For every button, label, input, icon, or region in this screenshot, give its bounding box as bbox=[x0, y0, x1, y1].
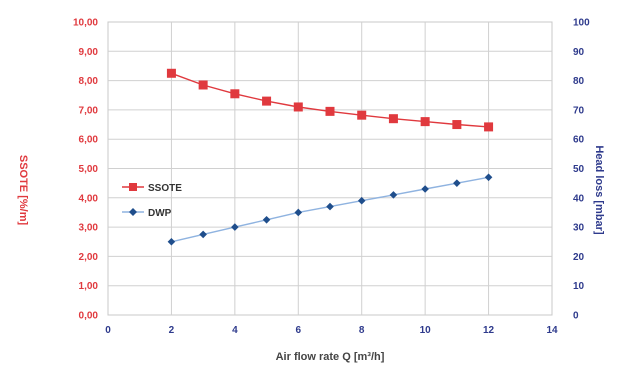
y-right-tick-label: 0 bbox=[573, 311, 579, 322]
y-left-tick-label: 7,00 bbox=[79, 105, 99, 116]
ssote-point bbox=[452, 120, 462, 130]
dwp-point bbox=[167, 237, 176, 246]
legend-dwp-label: DWP bbox=[148, 208, 172, 219]
dwp-point bbox=[421, 185, 429, 193]
y-right-tick-label: 40 bbox=[573, 193, 585, 204]
x-tick-label: 0 bbox=[105, 325, 111, 336]
y-left-tick-label: 8,00 bbox=[79, 76, 99, 87]
y-left-tick-label: 4,00 bbox=[79, 193, 99, 204]
ssote-point bbox=[325, 106, 335, 116]
y-left-axis-title: SSOTE [%/m] bbox=[17, 155, 29, 226]
y-left-tick-label: 0,00 bbox=[79, 311, 99, 322]
y-right-tick-label: 80 bbox=[573, 76, 585, 87]
ssote-point bbox=[166, 68, 176, 78]
y-right-axis-title: Head loss [mbar] bbox=[593, 145, 605, 235]
x-tick-label: 2 bbox=[169, 325, 175, 336]
y-right-tick-label: 90 bbox=[573, 47, 585, 58]
legend-dwp-marker bbox=[129, 208, 137, 216]
y-right-tick-label: 70 bbox=[573, 105, 585, 116]
x-tick-label: 6 bbox=[296, 325, 302, 336]
dwp-point bbox=[453, 179, 461, 187]
dwp-point bbox=[326, 202, 334, 211]
y-left-tick-label: 5,00 bbox=[79, 164, 99, 175]
x-axis-title: Air flow rate Q [m³/h] bbox=[276, 351, 385, 363]
y-left-tick-label: 2,00 bbox=[79, 252, 99, 263]
ssote-point bbox=[484, 122, 494, 132]
ssote-point bbox=[420, 117, 430, 127]
y-left-tick-label: 10,00 bbox=[73, 18, 98, 29]
ssote-point bbox=[198, 80, 208, 90]
x-tick-label: 14 bbox=[546, 325, 558, 336]
y-left-tick-label: 3,00 bbox=[79, 223, 99, 234]
series-markers bbox=[166, 68, 494, 246]
ssote-point bbox=[357, 110, 367, 120]
dwp-point bbox=[231, 223, 239, 231]
ssote-point bbox=[293, 102, 303, 112]
y-left-tick-label: 6,00 bbox=[79, 135, 99, 146]
ssote-point bbox=[230, 89, 240, 99]
y-left-tick-label: 1,00 bbox=[79, 281, 99, 292]
ssote-point bbox=[262, 96, 272, 106]
dwp-point bbox=[199, 230, 207, 239]
dwp-point bbox=[357, 196, 366, 205]
x-tick-label: 12 bbox=[483, 325, 495, 336]
y-left-tick-label: 9,00 bbox=[79, 47, 99, 58]
ssote-point bbox=[388, 114, 398, 124]
y-right-tick-label: 60 bbox=[573, 135, 585, 146]
y-right-tick-label: 50 bbox=[573, 164, 585, 175]
left-axis-ticks: 0,00 1,00 2,00 3,00 4,00 5,00 6,00 7,00 8,00 9,00… bbox=[73, 18, 98, 322]
x-tick-label: 4 bbox=[232, 325, 238, 336]
x-tick-label: 10 bbox=[420, 325, 432, 336]
x-tick-label: 8 bbox=[359, 325, 365, 336]
dwp-point bbox=[389, 191, 398, 199]
y-right-tick-label: 100 bbox=[573, 18, 590, 29]
y-right-tick-label: 20 bbox=[573, 252, 585, 263]
right-axis-ticks: 0 10 20 30 40 50 60 70 80 90 100 bbox=[573, 18, 590, 322]
legend-ssote-marker bbox=[129, 183, 137, 191]
legend: SSOTE DWP bbox=[122, 183, 182, 219]
dwp-point bbox=[484, 173, 493, 182]
dwp-point bbox=[262, 215, 271, 224]
y-right-tick-label: 10 bbox=[573, 281, 585, 292]
y-right-tick-label: 30 bbox=[573, 223, 585, 234]
x-axis-ticks: 0 2 4 6 8 10 12 14 bbox=[105, 325, 558, 336]
dwp-point bbox=[294, 208, 303, 217]
legend-ssote-label: SSOTE bbox=[148, 183, 182, 194]
